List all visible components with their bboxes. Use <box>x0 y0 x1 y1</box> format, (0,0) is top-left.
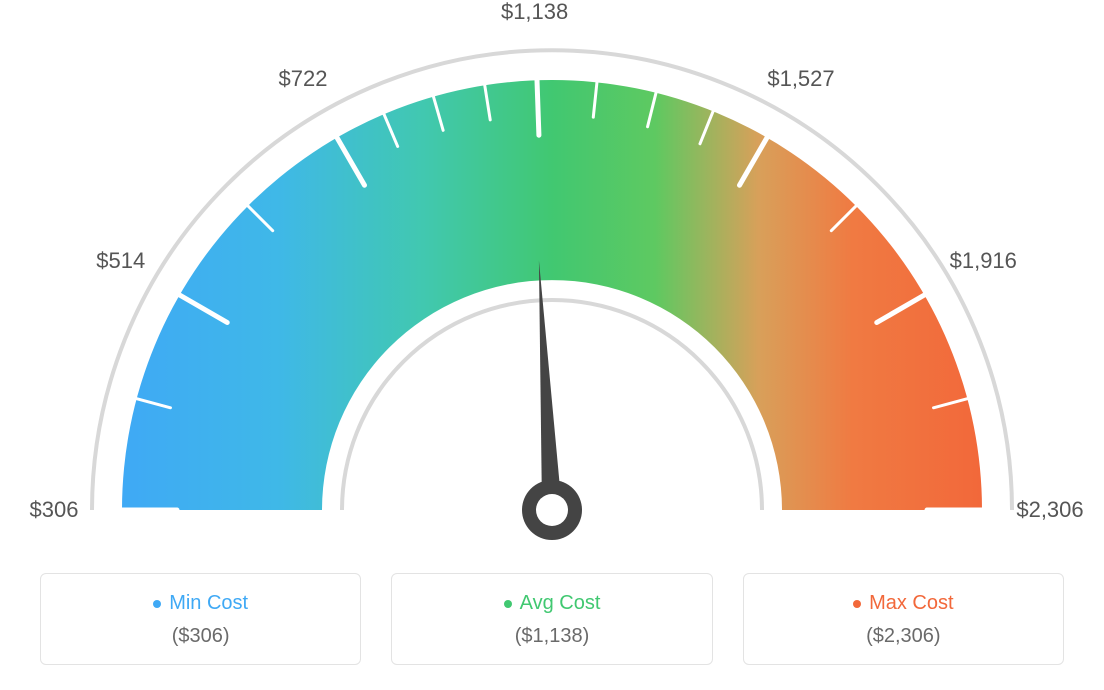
gauge-tick-label: $2,306 <box>1016 497 1083 523</box>
chart-container: $306 $514 $722 $1,138 $1,527 $1,916 $2,306 Min… <box>0 0 1104 690</box>
gauge-tick-label: $1,916 <box>950 248 1017 274</box>
legend-label-avg: Avg Cost <box>520 592 601 615</box>
legend-title-max: Max Cost <box>853 592 953 615</box>
legend-label-min: Min Cost <box>169 592 248 615</box>
legend-dot-min <box>153 600 161 608</box>
gauge-chart: $306 $514 $722 $1,138 $1,527 $1,916 $2,306 <box>0 0 1104 560</box>
gauge-tick-label: $306 <box>30 497 79 523</box>
gauge-tick-label: $1,527 <box>767 66 834 92</box>
legend-value-min: ($306) <box>51 625 350 648</box>
legend-title-min: Min Cost <box>153 592 248 615</box>
legend-card-min: Min Cost ($306) <box>40 573 361 665</box>
legend-dot-max <box>853 600 861 608</box>
gauge-tick-label: $1,138 <box>501 0 568 25</box>
gauge-tick-label: $514 <box>96 248 145 274</box>
legend-title-avg: Avg Cost <box>504 592 601 615</box>
legend-value-max: ($2,306) <box>754 625 1053 648</box>
gauge-svg <box>0 0 1104 560</box>
legend-card-avg: Avg Cost ($1,138) <box>391 573 712 665</box>
legend-card-max: Max Cost ($2,306) <box>743 573 1064 665</box>
legend: Min Cost ($306) Avg Cost ($1,138) Max Co… <box>40 573 1064 665</box>
legend-dot-avg <box>504 600 512 608</box>
legend-value-avg: ($1,138) <box>402 625 701 648</box>
legend-label-max: Max Cost <box>869 592 953 615</box>
gauge-tick-label: $722 <box>279 66 328 92</box>
